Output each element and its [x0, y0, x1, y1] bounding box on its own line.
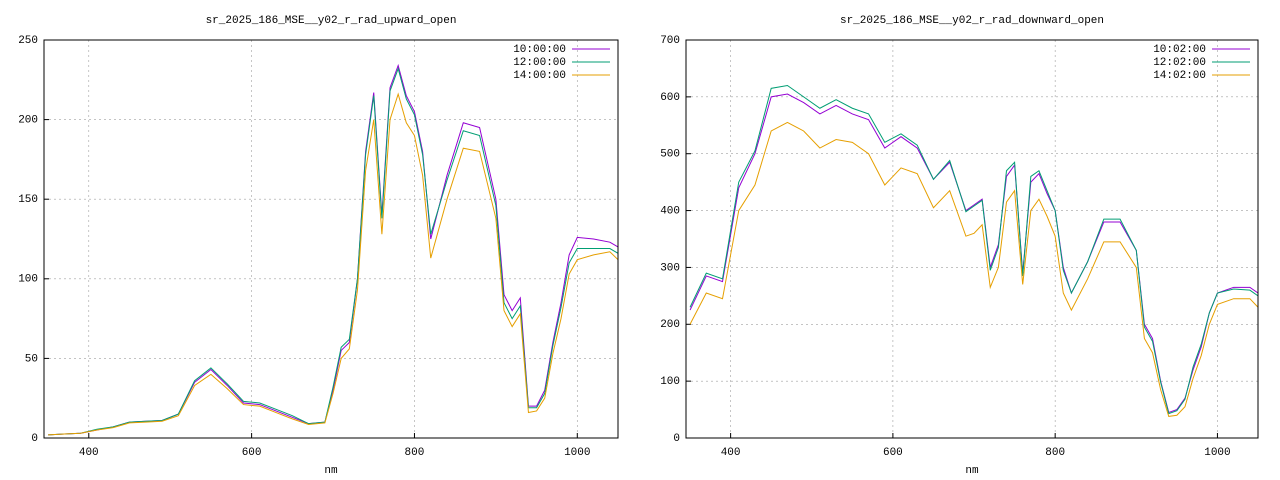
y-tick-label: 50 — [25, 353, 38, 365]
y-tick-label: 100 — [18, 274, 38, 286]
x-tick-label: 600 — [883, 447, 903, 459]
x-tick-label: 400 — [79, 447, 99, 459]
y-tick-label: 400 — [660, 205, 680, 217]
y-tick-label: 500 — [660, 149, 680, 161]
x-tick-label: 800 — [1045, 447, 1065, 459]
x-axis-label: nm — [965, 465, 979, 477]
y-tick-label: 200 — [660, 319, 680, 331]
chart-title: sr_2025_186_MSE__y02_r_rad_downward_open — [840, 15, 1104, 27]
plot-frame — [685, 39, 1259, 439]
x-axis-label: nm — [324, 465, 338, 477]
legend-label: 10:02:00 — [1153, 44, 1206, 56]
legend-label: 12:02:00 — [1153, 57, 1206, 69]
y-tick-label: 200 — [18, 115, 38, 127]
y-tick-label: 0 — [31, 433, 38, 445]
data-line — [689, 93, 1259, 414]
y-tick-label: 700 — [660, 35, 680, 47]
x-tick-label: 400 — [721, 447, 741, 459]
x-tick-label: 800 — [405, 447, 425, 459]
y-tick-label: 600 — [660, 92, 680, 104]
data-line — [48, 92, 619, 436]
x-tick-label: 600 — [242, 447, 262, 459]
legend-label: 10:00:00 — [513, 44, 566, 56]
x-tick-label: 1000 — [1204, 447, 1230, 459]
data-line — [48, 63, 619, 436]
legend-label: 14:00:00 — [513, 70, 566, 82]
y-tick-label: 150 — [18, 194, 38, 206]
y-tick-label: 0 — [673, 433, 680, 445]
y-tick-label: 100 — [660, 376, 680, 388]
legend-label: 14:02:00 — [1153, 70, 1206, 82]
y-tick-label: 250 — [18, 35, 38, 47]
legend-label: 12:00:00 — [513, 57, 566, 69]
data-line — [48, 67, 619, 436]
data-line — [689, 84, 1259, 415]
chart-title: sr_2025_186_MSE__y02_r_rad_upward_open — [206, 15, 457, 27]
data-line — [689, 121, 1259, 417]
x-tick-label: 1000 — [564, 447, 590, 459]
plot-frame — [43, 39, 619, 439]
y-tick-label: 300 — [660, 262, 680, 274]
